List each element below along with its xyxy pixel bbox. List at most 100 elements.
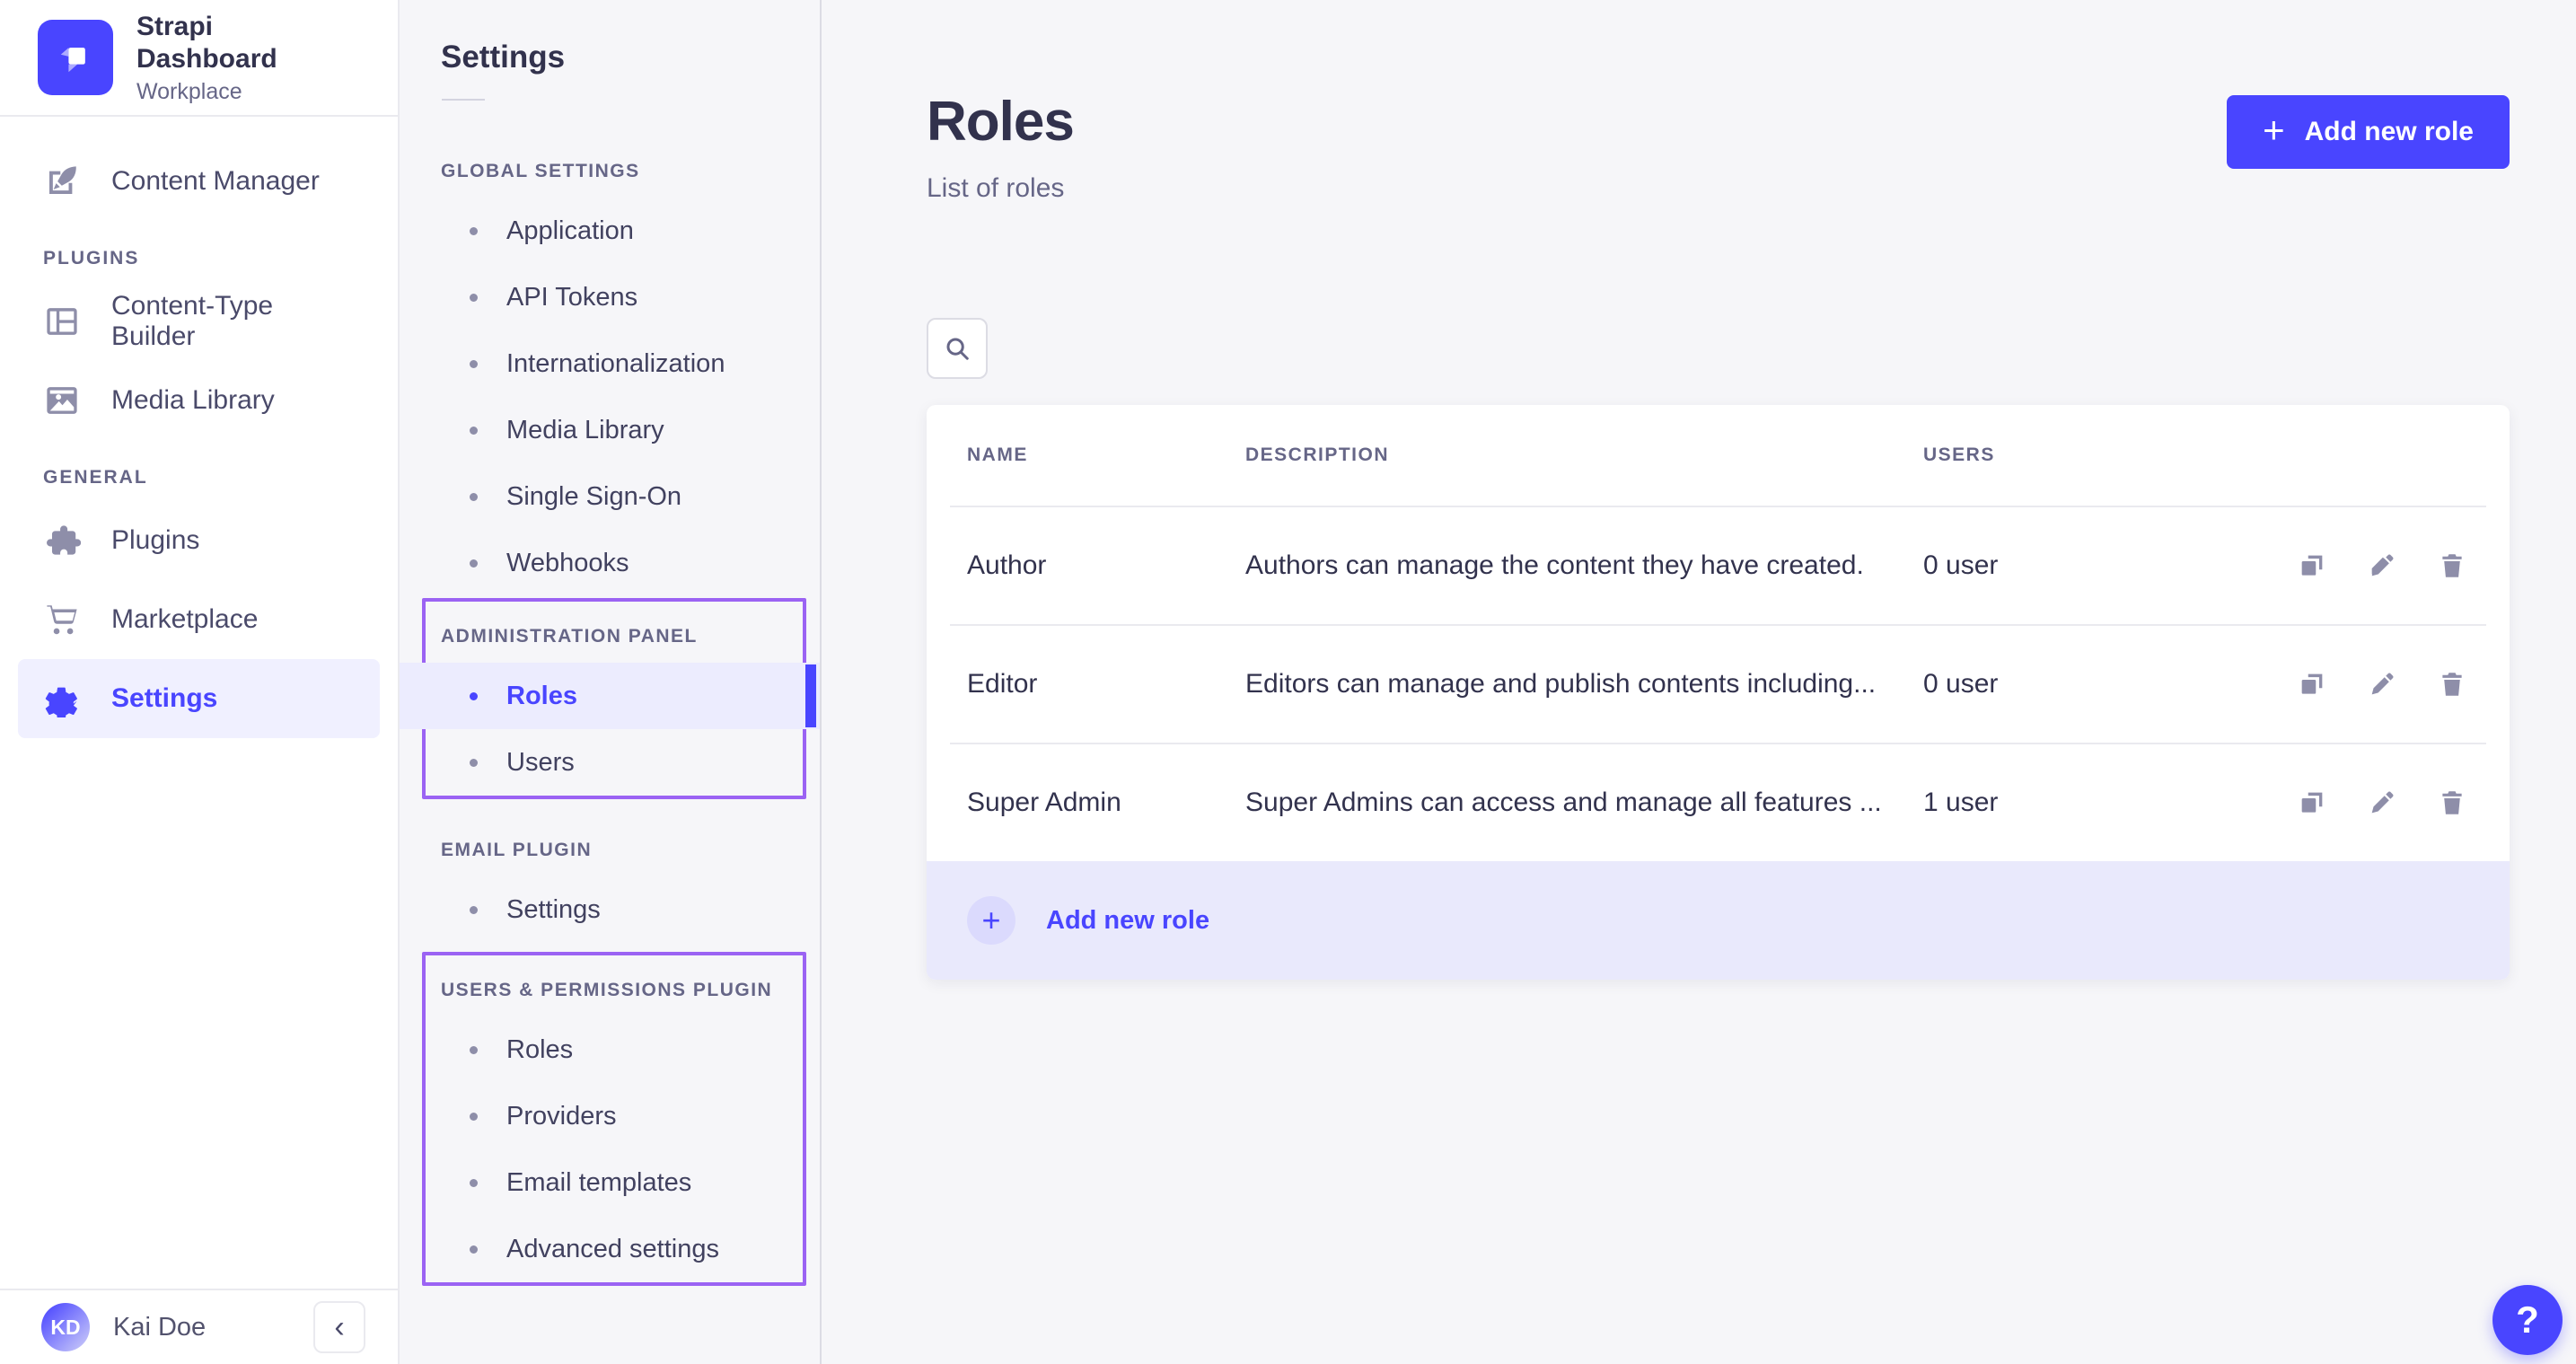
role-description: Super Admins can access and manage all f… [1245, 788, 1882, 817]
subnav-item-api-tokens[interactable]: API Tokens [400, 264, 820, 330]
bullet-icon [470, 359, 478, 368]
bullet-icon [470, 293, 478, 302]
row-divider [950, 506, 2486, 507]
role-name: Super Admin [967, 788, 1121, 817]
pencil-icon [2371, 791, 2394, 814]
brand-text: Strapi Dashboard Workplace [136, 11, 360, 105]
plus-circle-icon: + [967, 896, 1015, 945]
subnav-section-users-permissions-plugin: USERS & PERMISSIONS PLUGIN Roles Provide… [400, 952, 820, 1286]
search-icon [946, 338, 969, 360]
search-button[interactable] [927, 318, 988, 379]
duplicate-icon [2301, 673, 2323, 694]
footer-add-label: Add new role [1046, 905, 1210, 935]
subnav-item-label: Email templates [506, 1167, 692, 1197]
subnav-item-roles-admin[interactable]: Roles [400, 663, 820, 729]
bullet-icon [470, 1045, 478, 1054]
subnav-item-webhooks[interactable]: Webhooks [400, 530, 820, 596]
subnav-item-label: Media Library [506, 415, 664, 444]
sidebar-item-label: Content-Type Builder [111, 291, 274, 351]
subnav-section-administration-panel: ADMINISTRATION PANEL Roles Users [400, 598, 820, 799]
subnav-item-users[interactable]: Users [400, 729, 820, 796]
page-subtitle: List of roles [927, 173, 1065, 203]
subnav-item-media-library[interactable]: Media Library [400, 397, 820, 463]
role-users-count: 0 user [1923, 669, 1999, 699]
add-new-role-button[interactable]: + Add new role [2227, 95, 2510, 169]
sidebar-item-content-manager[interactable]: Content Manager [18, 142, 380, 221]
subnav-item-providers[interactable]: Providers [400, 1083, 820, 1149]
roles-table-card: NAME DESCRIPTION USERS Author Authors ca… [927, 405, 2510, 980]
edit-role-button[interactable] [2365, 667, 2399, 701]
delete-role-button[interactable] [2435, 549, 2469, 583]
edit-role-button[interactable] [2365, 786, 2399, 820]
subnav-item-single-sign-on[interactable]: Single Sign-On [400, 463, 820, 530]
row-actions [2295, 549, 2469, 583]
bullet-icon [470, 1178, 478, 1187]
subnav-item-internationalization[interactable]: Internationalization [400, 330, 820, 397]
avatar[interactable]: KD [41, 1303, 90, 1351]
sidebar-item-label: Plugins [111, 525, 200, 555]
pencil-icon [2371, 554, 2394, 576]
bullet-icon [470, 559, 478, 568]
help-button[interactable]: ? [2492, 1285, 2563, 1355]
subnav-item-roles-up[interactable]: Roles [400, 1016, 820, 1083]
sidebar-item-settings[interactable]: Settings [18, 659, 380, 738]
subnav-item-advanced-settings[interactable]: Advanced settings [400, 1216, 820, 1282]
primary-sidebar: Strapi Dashboard Workplace Content Manag… [0, 0, 400, 1364]
collapse-sidebar-button[interactable]: ‹ [313, 1301, 365, 1353]
table-row-author[interactable]: Author Authors can manage the content th… [927, 507, 2510, 624]
subnav-item-email-templates[interactable]: Email templates [400, 1149, 820, 1216]
sidebar-item-content-type-builder[interactable]: Content-Type Builder [18, 282, 380, 361]
sidebar-item-label: Marketplace [111, 604, 259, 634]
subnav-section-header: ADMINISTRATION PANEL [441, 626, 698, 647]
sidebar-section-plugins: PLUGINS [43, 248, 140, 268]
table-row-super-admin[interactable]: Super Admin Super Admins can access and … [927, 744, 2510, 861]
bullet-icon [470, 1112, 478, 1121]
subnav-item-label: Roles [506, 1034, 574, 1064]
bullet-icon [470, 905, 478, 914]
table-row-editor[interactable]: Editor Editors can manage and publish co… [927, 626, 2510, 743]
workspace-brand[interactable]: Strapi Dashboard Workplace [0, 0, 398, 117]
subnav-item-label: Settings [506, 894, 601, 924]
role-name: Author [967, 550, 1047, 580]
duplicate-icon [2301, 792, 2323, 813]
bullet-icon [470, 758, 478, 767]
trash-icon [2442, 791, 2462, 814]
subnav-item-email-settings[interactable]: Settings [400, 876, 820, 943]
sidebar-item-plugins[interactable]: Plugins [18, 501, 380, 580]
delete-role-button[interactable] [2435, 786, 2469, 820]
duplicate-role-button[interactable] [2295, 549, 2329, 583]
column-header-description: DESCRIPTION [1245, 444, 1390, 465]
bullet-icon [470, 226, 478, 235]
sidebar-item-label: Content Manager [111, 166, 320, 196]
subnav-section-header: GLOBAL SETTINGS [441, 161, 640, 181]
duplicate-icon [2301, 555, 2323, 576]
subnav-item-application[interactable]: Application [400, 198, 820, 264]
duplicate-role-button[interactable] [2295, 786, 2329, 820]
edit-role-button[interactable] [2365, 549, 2399, 583]
delete-role-button[interactable] [2435, 667, 2469, 701]
add-new-role-button-label: Add new role [2304, 117, 2474, 146]
user-name: Kai Doe [113, 1312, 207, 1342]
subnav-item-label: Webhooks [506, 548, 629, 577]
sidebar-item-media-library[interactable]: Media Library [18, 361, 380, 440]
sidebar-item-marketplace[interactable]: Marketplace [18, 580, 380, 659]
sidebar-item-label: Media Library [111, 385, 275, 415]
content-type-builder-icon [47, 308, 77, 335]
workspace-title: Strapi Dashboard [136, 11, 277, 74]
role-users-count: 0 user [1923, 550, 1999, 580]
bullet-icon [470, 492, 478, 501]
content-manager-icon [49, 166, 76, 194]
subnav-item-label: API Tokens [506, 282, 638, 312]
sidebar-item-label: Settings [111, 683, 218, 713]
role-users-count: 1 user [1923, 788, 1999, 817]
table-footer-add-new-role[interactable]: + Add new role [927, 861, 2510, 980]
subnav-section-header: USERS & PERMISSIONS PLUGIN [441, 980, 773, 1000]
duplicate-role-button[interactable] [2295, 667, 2329, 701]
role-name: Editor [967, 669, 1038, 699]
page-header: Roles List of roles [927, 90, 1075, 204]
strapi-logo-icon [38, 20, 113, 95]
sidebar-section-general: GENERAL [43, 467, 148, 488]
gear-icon [45, 687, 77, 717]
cart-icon [47, 605, 77, 635]
